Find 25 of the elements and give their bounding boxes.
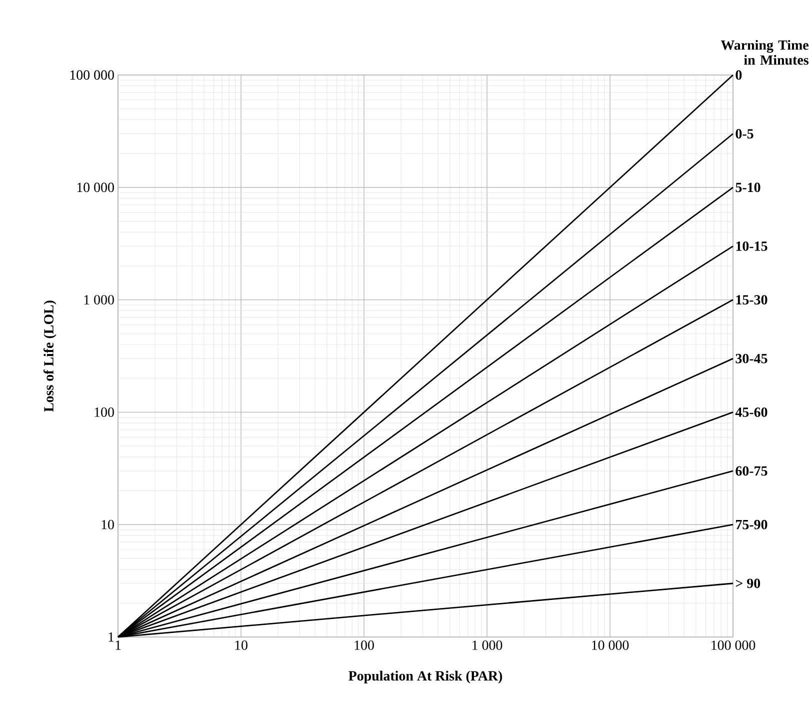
series-label: 0-5: [736, 129, 754, 138]
series-label: 45-60: [735, 407, 768, 417]
y-tick-label: 1 000: [84, 295, 114, 305]
series-label: 30-45: [736, 354, 768, 364]
x-tick-label: 1 000: [472, 640, 502, 650]
y-tick-label: 100: [94, 407, 114, 417]
series-label: 15-30: [736, 295, 768, 305]
x-tick-label: 100 000: [712, 640, 756, 650]
y-axis-title: Loss of Life (LOL): [44, 300, 56, 412]
y-tick-label: 100 000: [70, 70, 114, 80]
y-tick-label: 10 000: [77, 182, 114, 192]
x-tick-label: 1: [116, 640, 121, 650]
series-label: 75-90: [736, 520, 768, 530]
x-axis-title: Population At Risk (PAR): [348, 670, 502, 684]
series-label: 60-75: [736, 466, 768, 476]
y-tick-label: 1: [108, 632, 114, 642]
series-label: 5-10: [736, 182, 760, 192]
series-label: 0: [736, 70, 742, 80]
x-tick-label: 10 000: [592, 640, 629, 650]
x-tick-label: 10: [235, 640, 248, 650]
legend-title: Warning Time in Minutes: [720, 40, 808, 65]
y-tick-label: 10: [102, 520, 114, 530]
series-label: > 90: [736, 578, 760, 588]
series-label: 10-15: [736, 241, 768, 251]
x-tick-label: 100: [354, 640, 374, 650]
